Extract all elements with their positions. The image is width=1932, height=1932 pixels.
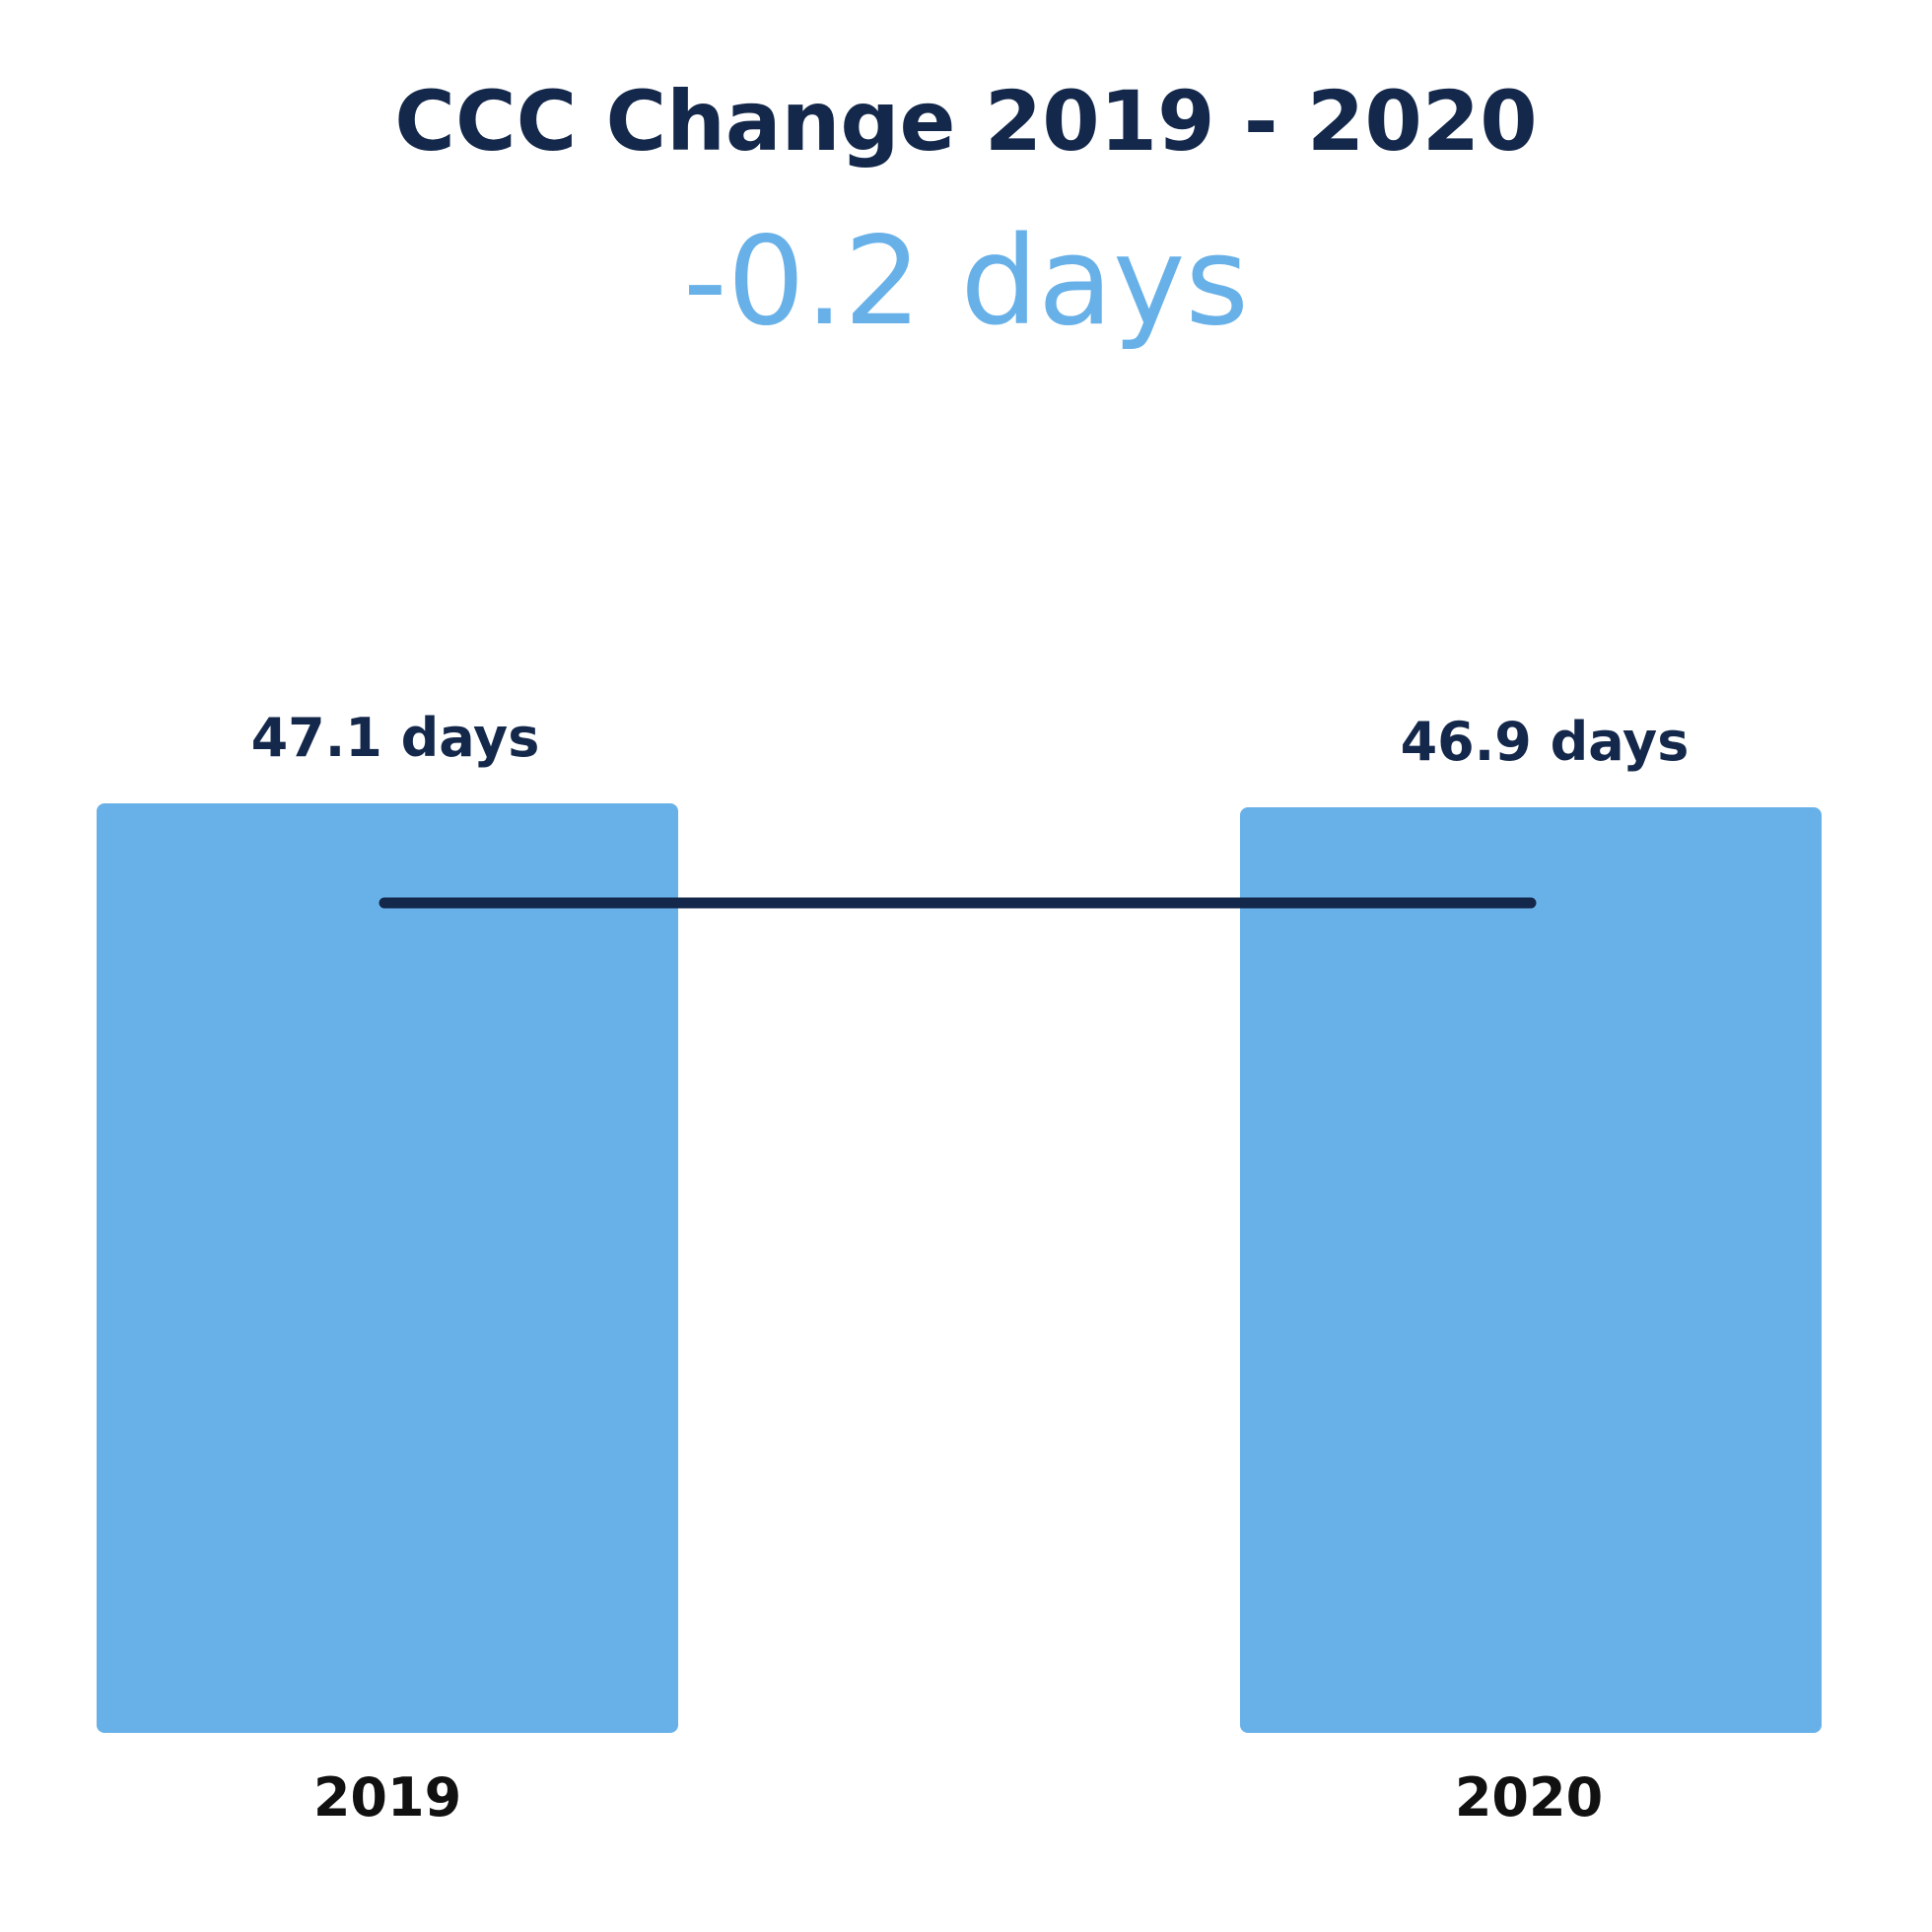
bar-2020: [1240, 807, 1822, 1733]
chart-subtitle: -0.2 days: [683, 211, 1249, 353]
x-tick-labels-group: 2019 2020: [313, 1766, 1603, 1828]
x-tick-label-2020: 2020: [1455, 1766, 1603, 1828]
data-label-2019: 47.1 days: [251, 707, 540, 769]
data-label-2020: 46.9 days: [1401, 711, 1690, 773]
x-tick-label-2019: 2019: [313, 1766, 461, 1828]
chart-title: CCC Change 2019 - 2020: [394, 73, 1537, 170]
bars-group: [97, 803, 1822, 1733]
data-labels-group: 47.1 days 46.9 days: [251, 707, 1690, 773]
bar-2019: [97, 803, 678, 1733]
